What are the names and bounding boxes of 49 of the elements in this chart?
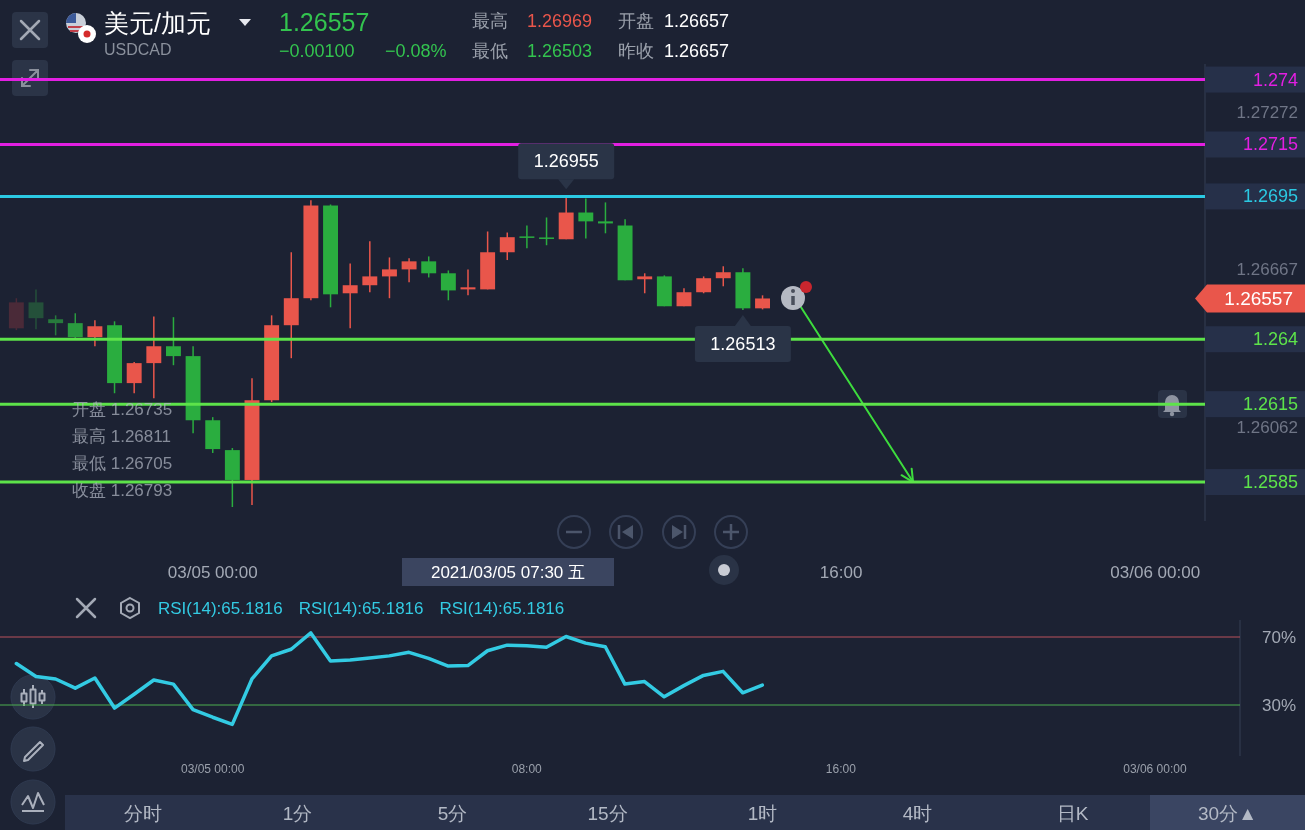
annotation: −0.00100	[279, 41, 355, 61]
annotation: 1.26955	[533, 151, 599, 172]
annotation: 最低 1.26705	[72, 453, 173, 473]
annotation: 昨收	[618, 41, 654, 61]
tab-label: 1时	[747, 802, 778, 824]
annotation: 最高	[472, 11, 508, 31]
subtitle: USDCAD	[104, 40, 172, 58]
ref-line-label: 1.2695	[1242, 186, 1298, 207]
x-tick-label: 03/06 00:00	[1123, 762, 1187, 776]
y-tick-label: 1.26667	[1236, 260, 1298, 280]
ref-line-label: 1.274	[1252, 69, 1298, 90]
annotation: RSI(14):65.1816	[439, 598, 565, 618]
tab-label: 4时	[902, 802, 933, 824]
annotation: 开盘	[618, 11, 654, 31]
annotation: RSI(14):65.1816	[158, 598, 283, 618]
tab-label: 5分	[437, 802, 468, 824]
y-tick-label: 30%	[1261, 695, 1296, 715]
x-tick-label: 08:00	[511, 762, 542, 776]
annotation: RSI(14):65.1816	[298, 598, 424, 618]
annotation: 1.26503	[527, 41, 593, 61]
y-tick-label: 1.26062	[1236, 417, 1298, 437]
x-tick-label: 16:00	[825, 762, 856, 776]
y-tick-label: 70%	[1261, 627, 1296, 647]
annotation: 1.26657	[664, 11, 730, 31]
tab-label: 分时	[123, 802, 162, 824]
title: 美元/加元	[104, 9, 211, 37]
annotation: −0.08%	[385, 41, 447, 61]
tab-label: 1分	[282, 802, 313, 824]
annotation: 1.26657	[664, 41, 730, 61]
x-tick-label: 16:00	[819, 562, 863, 582]
annotation: 最高 1.26811	[72, 426, 171, 446]
annotation: 2021/03/05 07:30 五	[430, 562, 586, 582]
x-tick-label: 03/05 00:00	[180, 762, 245, 776]
annotation: 1.26513	[710, 333, 776, 354]
ref-line-label: 1.264	[1252, 329, 1298, 350]
annotation: 1.26969	[527, 11, 593, 31]
annotation: 最低	[472, 41, 508, 61]
y-tick-label: 1.27272	[1236, 103, 1298, 123]
tab-label: 30分▲	[1198, 802, 1257, 824]
ref-line-label: 1.2615	[1242, 394, 1298, 415]
tab-label: 日K	[1056, 802, 1089, 824]
annotation: 1.26557	[279, 8, 370, 36]
ref-line-label: 1.2715	[1242, 134, 1298, 155]
x-tick-label: 03/06 00:00	[1110, 562, 1201, 582]
x-tick-label: 03/05 00:00	[167, 562, 258, 582]
ref-line-label: 1.2585	[1242, 472, 1298, 493]
annotation: 收盘 1.26793	[72, 480, 173, 500]
tab-label: 15分	[587, 802, 628, 824]
annotation: 1.26557	[1224, 287, 1293, 309]
